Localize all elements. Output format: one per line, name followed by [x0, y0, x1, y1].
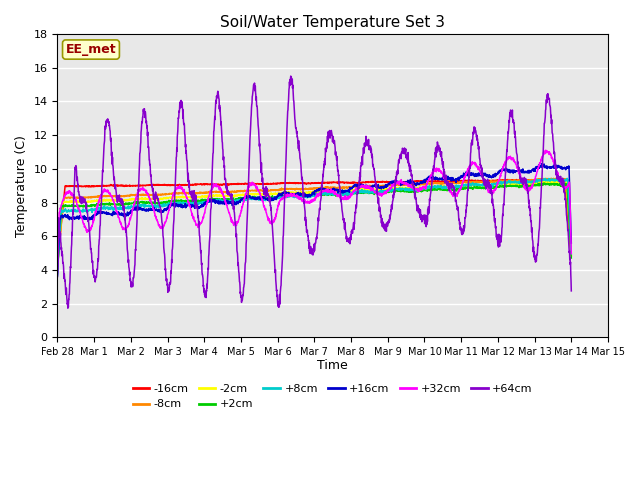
Line: -2cm: -2cm — [58, 181, 572, 270]
+16cm — [439, 174, 447, 180]
+64cm — [506, 120, 513, 125]
+16cm — [342, 188, 350, 194]
+8cm — [54, 272, 61, 278]
-8cm — [568, 252, 575, 258]
-2cm — [288, 189, 296, 195]
Line: +16cm: +16cm — [58, 164, 572, 276]
+8cm — [342, 190, 350, 196]
Line: +64cm: +64cm — [58, 76, 572, 308]
+8cm — [568, 251, 575, 257]
Title: Soil/Water Temperature Set 3: Soil/Water Temperature Set 3 — [220, 15, 445, 30]
+2cm — [568, 255, 575, 261]
+2cm — [54, 268, 61, 274]
+32cm — [520, 180, 527, 186]
-8cm — [567, 245, 575, 251]
+8cm — [567, 240, 575, 246]
Line: +8cm: +8cm — [58, 179, 572, 275]
-8cm — [342, 184, 350, 190]
+32cm — [567, 232, 575, 238]
+2cm — [505, 183, 513, 189]
-2cm — [342, 188, 350, 193]
Line: +2cm: +2cm — [58, 183, 572, 271]
+32cm — [342, 196, 350, 202]
+8cm — [563, 176, 571, 181]
-2cm — [520, 180, 527, 186]
-2cm — [568, 252, 575, 258]
+2cm — [342, 191, 350, 197]
+2cm — [540, 180, 548, 186]
+16cm — [505, 167, 513, 173]
+32cm — [54, 269, 61, 275]
+64cm — [440, 168, 447, 173]
-16cm — [568, 253, 575, 259]
+32cm — [542, 147, 550, 153]
+16cm — [520, 169, 527, 175]
Line: +32cm: +32cm — [58, 150, 572, 272]
X-axis label: Time: Time — [317, 359, 348, 372]
+8cm — [439, 185, 447, 191]
-8cm — [439, 181, 447, 187]
+2cm — [567, 247, 575, 252]
+64cm — [287, 73, 294, 79]
Line: -16cm: -16cm — [58, 179, 572, 262]
+8cm — [520, 180, 527, 186]
+32cm — [568, 251, 575, 256]
-8cm — [54, 265, 61, 271]
-16cm — [342, 180, 350, 185]
+64cm — [343, 233, 351, 239]
-2cm — [54, 267, 61, 273]
+16cm — [288, 192, 296, 198]
+64cm — [568, 288, 575, 294]
-8cm — [520, 177, 527, 183]
+16cm — [538, 161, 545, 167]
-16cm — [54, 259, 61, 264]
+32cm — [439, 173, 447, 179]
Legend: -16cm, -8cm, -2cm, +2cm, +8cm, +16cm, +32cm, +64cm: -16cm, -8cm, -2cm, +2cm, +8cm, +16cm, +3… — [128, 379, 537, 414]
+64cm — [567, 278, 575, 284]
-16cm — [439, 179, 447, 185]
+8cm — [288, 193, 296, 199]
+16cm — [567, 224, 575, 229]
+64cm — [64, 305, 72, 311]
-16cm — [553, 176, 561, 181]
+2cm — [439, 187, 447, 193]
+32cm — [505, 155, 513, 160]
-16cm — [567, 248, 575, 254]
-2cm — [567, 245, 575, 251]
Y-axis label: Temperature (C): Temperature (C) — [15, 135, 28, 237]
Text: EE_met: EE_met — [66, 43, 116, 56]
+16cm — [54, 274, 61, 279]
+32cm — [288, 193, 296, 199]
-16cm — [288, 180, 296, 186]
-16cm — [505, 177, 513, 183]
+64cm — [54, 274, 61, 279]
-16cm — [520, 178, 527, 183]
+8cm — [505, 178, 513, 183]
-8cm — [555, 175, 563, 181]
-2cm — [561, 178, 569, 184]
+64cm — [520, 180, 528, 185]
-8cm — [288, 186, 296, 192]
-8cm — [505, 178, 513, 183]
+2cm — [520, 184, 527, 190]
-2cm — [439, 184, 447, 190]
Line: -8cm: -8cm — [58, 178, 572, 268]
+2cm — [288, 193, 296, 199]
+64cm — [289, 76, 296, 82]
-2cm — [505, 181, 513, 187]
+16cm — [568, 240, 575, 246]
